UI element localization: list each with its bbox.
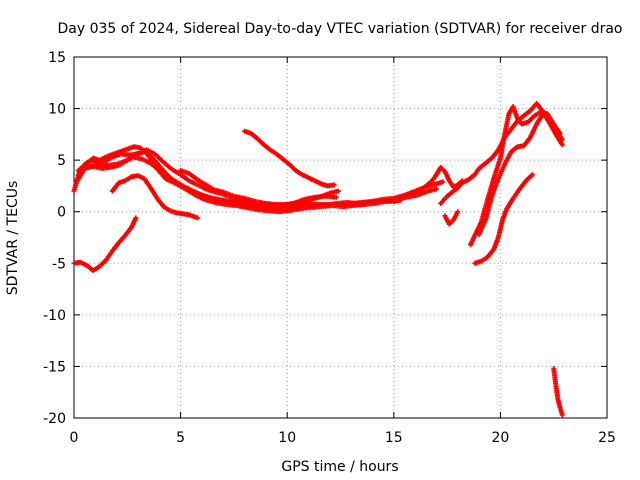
x-tick-label: 0: [70, 430, 79, 446]
x-axis-label: GPS time / hours: [281, 459, 398, 475]
series-trace-8: [242, 128, 337, 189]
axis-ticks: 0 5 10 15 20 25 15 10 5 0 -5 -10 -15 -20: [43, 50, 616, 446]
series-trace-5: [109, 173, 201, 221]
y-axis-label: SDTVAR / TECUs: [5, 181, 21, 296]
x-tick-label: 20: [491, 430, 509, 446]
y-tick-label: -5: [52, 256, 66, 272]
plot-frame: [73, 56, 608, 419]
x-tick-label: 5: [176, 430, 185, 446]
series-trace-13: [476, 111, 565, 237]
series-trace-11: [442, 209, 461, 227]
series-trace-3: [73, 149, 439, 215]
data-point: [335, 188, 341, 194]
series-trace-7: [178, 167, 341, 207]
y-tick-label: -15: [43, 359, 66, 375]
data-point: [559, 142, 565, 148]
data-point: [559, 137, 565, 143]
y-tick-label: 0: [57, 205, 66, 221]
data-point: [440, 179, 446, 185]
data-point: [133, 215, 139, 221]
series-trace-14: [472, 172, 535, 266]
chart-title: Day 035 of 2024, Sidereal Day-to-day VTE…: [57, 21, 622, 37]
y-tick-label: -20: [43, 411, 66, 427]
y-tick-label: 10: [48, 102, 66, 118]
x-tick-label: 25: [598, 430, 616, 446]
data-point: [195, 215, 201, 221]
series-trace-9: [391, 164, 465, 204]
data-point: [455, 209, 461, 215]
y-tick-label: -10: [43, 308, 66, 324]
y-tick-label: 15: [48, 50, 66, 66]
x-tick-label: 15: [385, 430, 403, 446]
data-point: [559, 412, 565, 418]
series-trace-15: [551, 365, 565, 418]
grid: [74, 57, 607, 418]
data-point: [333, 194, 339, 200]
data-point: [529, 172, 535, 178]
data-points: [71, 100, 565, 418]
y-tick-label: 5: [57, 153, 66, 169]
data-point: [331, 182, 337, 188]
data-point: [433, 186, 439, 192]
series-trace-6: [71, 215, 139, 274]
x-tick-label: 10: [278, 430, 296, 446]
